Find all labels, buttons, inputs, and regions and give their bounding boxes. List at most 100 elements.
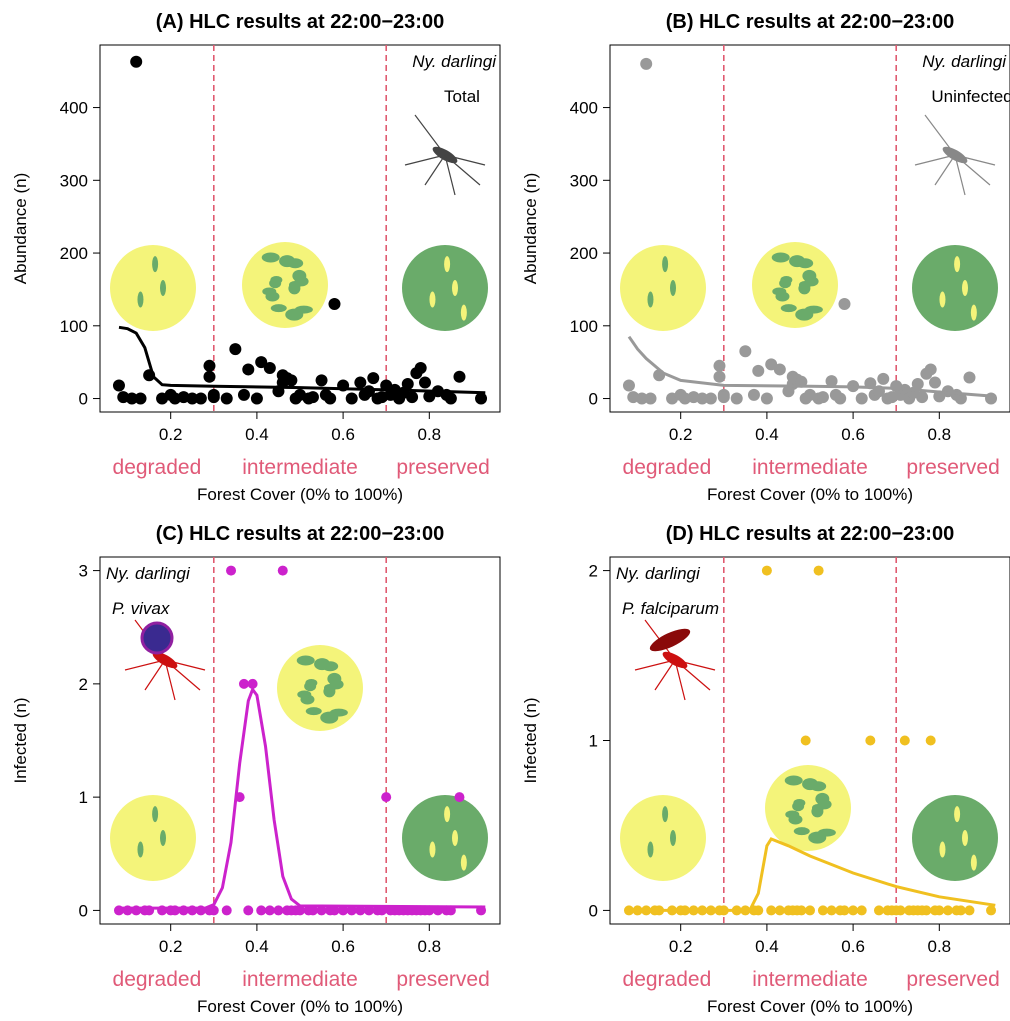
data-point: [354, 376, 367, 389]
data-point: [848, 905, 859, 916]
landscape-patch: [288, 282, 301, 295]
zone-label: preserved: [396, 456, 489, 479]
species-label: Ny. darlingi: [412, 52, 497, 71]
landscape-patch: [262, 287, 277, 296]
y-tick-label: 400: [570, 99, 598, 118]
landscape-patch: [429, 841, 436, 858]
panel-title: (B) HLC results at 22:00−23:00: [666, 11, 954, 33]
mosquito-leg: [424, 154, 446, 186]
zone-label: intermediate: [242, 456, 358, 479]
landscape-patch: [160, 830, 166, 846]
data-point: [367, 372, 380, 385]
landscape-patch: [460, 304, 467, 321]
y-tick-label: 0: [589, 901, 598, 920]
landscape-patch: [804, 276, 819, 287]
x-tick-label: 0.4: [245, 937, 269, 956]
x-tick-label: 0.4: [755, 937, 779, 956]
y-tick-label: 0: [589, 390, 598, 409]
data-point: [873, 905, 884, 916]
landscape-patch: [954, 256, 961, 273]
landscape-patch: [160, 280, 166, 296]
landscape-patch: [137, 841, 144, 858]
data-point: [644, 392, 657, 405]
landscape-patch: [793, 827, 810, 836]
annotation: P. falciparum: [622, 599, 719, 618]
data-point: [942, 905, 953, 916]
data-point: [112, 379, 125, 392]
data-point: [834, 392, 847, 405]
fit-line: [118, 325, 486, 395]
y-tick-label: 0: [79, 390, 88, 409]
zone-label: degraded: [113, 456, 202, 479]
data-point: [306, 391, 319, 404]
data-point: [203, 359, 216, 372]
landscape-patch: [670, 280, 676, 296]
data-point: [134, 392, 147, 405]
data-point: [921, 905, 932, 916]
landscape-patch: [808, 831, 827, 844]
mosquito-leg: [164, 659, 176, 701]
landscape-patch: [772, 287, 787, 296]
data-point: [640, 57, 653, 70]
parasite-icon: [140, 621, 174, 655]
data-point: [623, 905, 634, 916]
landscape-patch: [798, 282, 811, 295]
x-tick-label: 0.6: [331, 937, 355, 956]
data-point: [826, 905, 837, 916]
annotation: Uninfected: [931, 87, 1010, 106]
x-tick-label: 0.2: [669, 937, 693, 956]
landscape-patch: [444, 256, 451, 273]
zone-label: degraded: [623, 456, 712, 479]
zone-label: preserved: [906, 456, 999, 479]
landscape-patch: [647, 841, 654, 858]
y-axis-label: Abundance (n): [11, 173, 30, 285]
landscape-map: [912, 245, 998, 331]
landscape-patch: [962, 830, 968, 846]
data-point: [813, 565, 824, 576]
x-tick-label: 0.6: [841, 937, 865, 956]
data-point: [186, 392, 199, 405]
mosquito-leg: [954, 154, 966, 196]
data-point: [444, 392, 457, 405]
data-point: [346, 905, 357, 916]
data-point: [475, 392, 488, 405]
landscape-patch: [323, 685, 336, 698]
panel-title: (C) HLC results at 22:00−23:00: [156, 523, 444, 545]
landscape-map: [402, 245, 488, 331]
data-point: [194, 392, 207, 405]
mosquito-leg: [654, 659, 676, 691]
zone-label: preserved: [906, 968, 999, 991]
x-tick-label: 0.2: [159, 425, 183, 444]
y-tick-label: 300: [60, 171, 88, 190]
landscape-map: [620, 795, 706, 881]
landscape-patch: [817, 799, 832, 810]
zone-label: degraded: [113, 968, 202, 991]
y-tick-label: 200: [60, 244, 88, 263]
data-point: [865, 735, 876, 746]
landscape-map: [402, 795, 488, 881]
plot-frame: [99, 556, 501, 925]
data-point: [226, 565, 237, 576]
data-point: [760, 392, 773, 405]
data-point: [125, 392, 138, 405]
landscape-patch: [670, 830, 676, 846]
annotation: Total: [444, 87, 480, 106]
fit-line: [119, 686, 486, 910]
landscape-patch: [270, 304, 287, 313]
data-point: [911, 377, 924, 390]
data-point: [752, 364, 765, 377]
mosquito-leg: [444, 154, 456, 196]
data-point: [414, 361, 427, 374]
mosquito-leg: [444, 154, 481, 186]
mosquito-leg: [954, 154, 991, 186]
data-point: [221, 905, 232, 916]
x-tick-label: 0.8: [927, 937, 951, 956]
species-label: Ny. darlingi: [922, 52, 1007, 71]
landscape-patch: [771, 252, 790, 263]
data-point: [203, 370, 216, 383]
data-point: [130, 55, 143, 68]
data-point: [635, 392, 648, 405]
data-point: [295, 905, 305, 916]
y-axis-label: Infected (n): [11, 698, 30, 784]
data-point: [263, 361, 276, 374]
